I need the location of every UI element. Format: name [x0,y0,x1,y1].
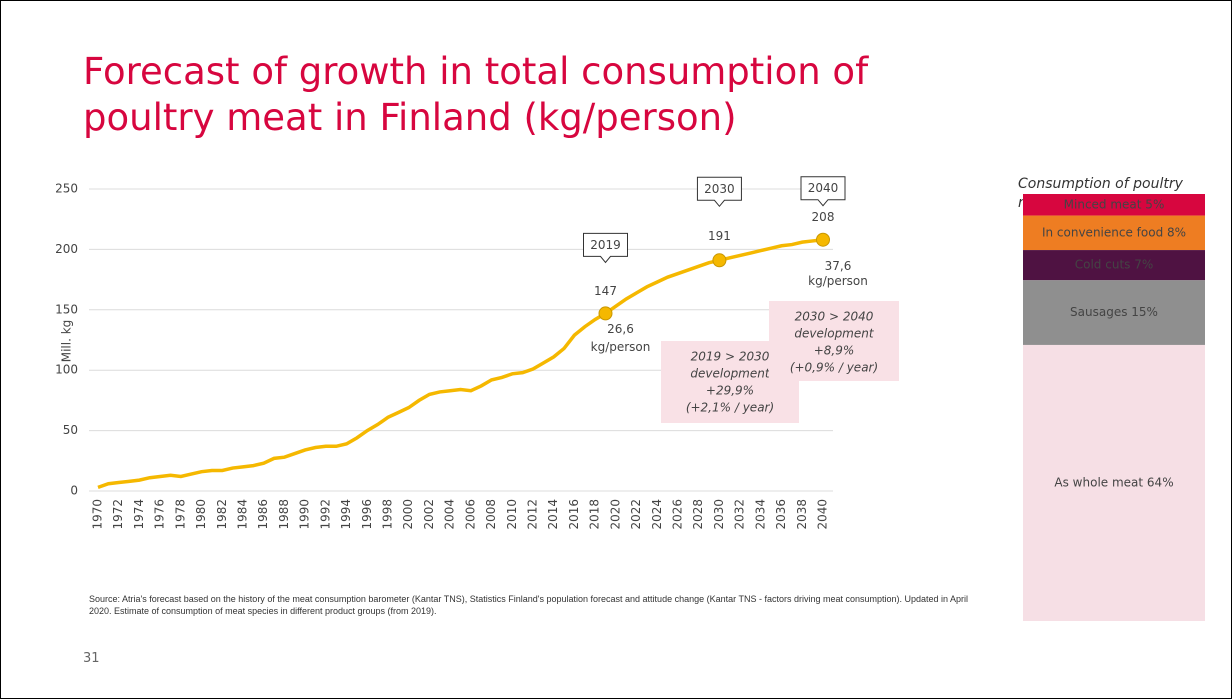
x-tick-label: 2040 [816,499,830,530]
segment-label: Cold cuts 7% [1075,258,1154,272]
note-text: development [690,367,770,381]
segment-label: Sausages 15% [1070,305,1158,319]
bar-segment [1023,280,1205,345]
x-tick-label: 2012 [526,499,540,530]
segment-label: As whole meat 64% [1054,475,1173,489]
callout-box [583,232,628,264]
note-text: 2019 > 2030 [691,350,770,364]
x-tick-label: 2036 [774,499,788,530]
per-person-label: 26,6 [607,322,634,336]
per-person-label: kg/person [808,274,868,288]
y-tick-label: 0 [70,484,78,498]
x-tick-label: 1994 [339,499,353,530]
x-tick-label: 2002 [422,499,436,530]
y-tick-label: 250 [55,182,78,196]
note-text: 2030 > 2040 [795,310,874,324]
x-tick-label: 1978 [173,499,187,530]
highlight-value-label: 147 [594,284,617,298]
callout-year: 2040 [808,181,839,195]
x-tick-label: 1970 [91,499,105,530]
x-tick-label: 1972 [111,499,125,530]
y-tick-label: 150 [55,302,78,316]
x-tick-label: 2024 [650,499,664,530]
note-text: (+2,1% / year) [686,401,774,415]
x-tick-label: 2026 [671,499,685,530]
x-tick-label: 1984 [236,499,250,530]
segment-label: Minced meat 5% [1064,197,1165,211]
x-tick-label: 1992 [318,499,332,530]
x-tick-label: 2018 [588,499,602,530]
x-tick-label: 1980 [194,499,208,530]
note-box [769,301,899,381]
x-tick-label: 2008 [484,499,498,530]
bar-segment [1023,250,1205,281]
callout-box [696,176,742,208]
x-tick-label: 2028 [691,499,705,530]
x-tick-label: 2014 [546,499,560,530]
x-tick-label: 2020 [608,499,622,530]
x-tick-label: 2022 [629,499,643,530]
x-tick-label: 1986 [256,499,270,530]
x-tick-label: 1998 [381,499,395,530]
x-tick-label: 1996 [360,499,374,530]
y-tick-label: 100 [55,363,78,377]
x-tick-label: 2030 [712,499,726,530]
x-tick-label: 2000 [401,499,415,530]
y-tick-label: 200 [55,242,78,256]
source: Source: Atria's forecast based on the hi… [89,594,969,616]
segment-label: In convenience food 8% [1042,225,1186,239]
callout-year: 2019 [590,238,621,252]
x-tick-label: 2004 [443,499,457,530]
bar-segment [1023,215,1205,251]
x-tick-label: 2038 [795,499,809,530]
per-person-label: kg/person [591,340,651,354]
x-tick-label: 2010 [505,499,519,530]
line [97,237,824,490]
page-number: 31 [83,651,100,666]
note-text: (+0,9% / year) [790,361,878,375]
highlight-marker [598,306,613,321]
y-axis-label: Mill. kg [60,320,74,363]
y-tick-label: 50 [63,423,78,437]
callout-box [800,176,846,207]
bar-segment [1023,194,1205,216]
highlight-marker [816,232,830,247]
x-tick-label: 2016 [567,499,581,530]
x-tick-label: 1990 [298,499,312,530]
x-tick-label: 1974 [132,499,146,530]
callout-year: 2030 [704,182,735,196]
highlight-value-label: 191 [708,229,731,243]
note-text: +8,9% [814,344,855,358]
x-tick-label: 1976 [153,499,167,530]
x-tick-label: 2032 [733,499,747,530]
note-text: +29,9% [706,384,754,398]
highlight-marker [712,253,727,268]
bar-segment [1023,344,1205,621]
per-person-label: 37,6 [825,259,852,273]
highlight-value-label: 208 [812,210,835,224]
x-tick-label: 1982 [215,499,229,530]
x-tick-label: 1988 [277,499,291,530]
x-tick-label: 2034 [753,499,767,530]
note-text: development [794,327,874,341]
slide-title: Forecast of growth in total consumption … [83,50,869,139]
x-tick-label: 2006 [463,499,477,530]
